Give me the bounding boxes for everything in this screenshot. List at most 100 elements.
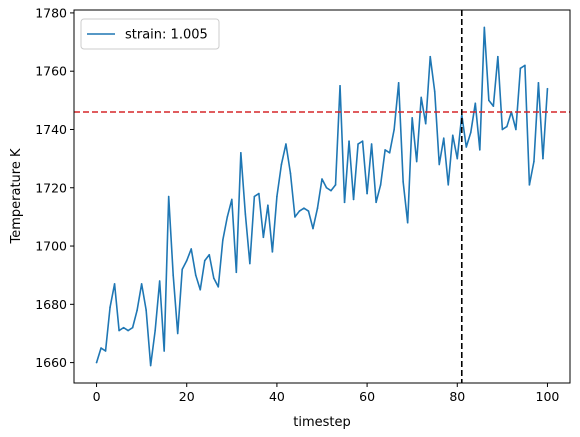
data-point bbox=[515, 128, 517, 131]
data-point bbox=[406, 221, 409, 224]
legend-box bbox=[80, 18, 220, 50]
y-tick-label: 1680 bbox=[35, 297, 67, 312]
y-tick-label: 1660 bbox=[35, 355, 67, 370]
data-point bbox=[497, 55, 499, 58]
data-point bbox=[483, 26, 486, 29]
data-point bbox=[366, 192, 368, 195]
data-point bbox=[231, 198, 233, 201]
data-point bbox=[235, 271, 238, 274]
data-point bbox=[190, 248, 193, 250]
data-point bbox=[343, 201, 346, 204]
data-point bbox=[388, 151, 391, 154]
data-point bbox=[433, 90, 436, 93]
data-point bbox=[528, 184, 531, 186]
data-point bbox=[149, 364, 152, 367]
y-tick-label: 1700 bbox=[35, 239, 67, 254]
x-axis: 0 20 40 60 80 100 bbox=[93, 383, 560, 404]
x-tick-label: 20 bbox=[179, 389, 195, 404]
data-point bbox=[167, 195, 170, 198]
y-tick-label: 1760 bbox=[35, 64, 67, 79]
data-point bbox=[118, 329, 120, 332]
data-point bbox=[208, 253, 211, 256]
data-point bbox=[307, 210, 310, 212]
data-point bbox=[285, 143, 287, 145]
data-point bbox=[280, 163, 283, 166]
data-point bbox=[492, 105, 495, 107]
data-point bbox=[533, 160, 535, 163]
data-point bbox=[348, 140, 350, 142]
x-axis-label: timestep bbox=[293, 415, 351, 430]
data-point bbox=[262, 236, 265, 239]
data-point bbox=[194, 274, 197, 276]
data-point bbox=[249, 262, 251, 265]
data-point bbox=[294, 216, 296, 218]
data-point bbox=[524, 64, 526, 67]
data-point bbox=[212, 277, 215, 279]
data-point bbox=[199, 288, 202, 291]
data-point bbox=[442, 137, 445, 140]
data-point bbox=[240, 151, 242, 154]
data-point bbox=[456, 157, 459, 160]
data-point bbox=[375, 201, 377, 204]
data-point bbox=[397, 82, 400, 84]
data-point bbox=[185, 259, 188, 262]
data-point bbox=[140, 283, 143, 285]
data-point bbox=[321, 178, 323, 180]
data-point bbox=[181, 268, 184, 271]
data-point bbox=[253, 195, 256, 198]
data-point bbox=[352, 198, 355, 201]
data-point bbox=[411, 117, 413, 119]
data-point bbox=[402, 181, 404, 183]
data-point bbox=[154, 329, 156, 332]
data-point bbox=[537, 82, 540, 84]
axes-frame bbox=[73, 9, 571, 384]
y-axis: 1660 1680 1700 1720 1740 1760 1780 bbox=[35, 5, 74, 370]
data-point bbox=[334, 184, 337, 186]
data-point bbox=[379, 184, 382, 186]
data-point bbox=[357, 143, 359, 145]
data-point bbox=[104, 350, 107, 352]
x-tick-label: 60 bbox=[359, 389, 375, 404]
data-point bbox=[488, 99, 490, 102]
data-point bbox=[172, 274, 174, 276]
data-point bbox=[122, 326, 125, 329]
data-point bbox=[136, 309, 138, 311]
data-point bbox=[158, 280, 161, 282]
data-point bbox=[303, 207, 305, 209]
data-point bbox=[267, 204, 269, 207]
data-point bbox=[316, 207, 319, 209]
data-point bbox=[384, 149, 386, 151]
data-point bbox=[506, 125, 508, 128]
plot-area bbox=[74, 10, 570, 383]
data-point bbox=[420, 96, 423, 99]
data-point bbox=[226, 216, 229, 218]
y-axis-label: Temperature K bbox=[9, 148, 24, 244]
data-point bbox=[451, 134, 454, 137]
data-point bbox=[438, 163, 441, 166]
x-tick-label: 100 bbox=[536, 389, 560, 404]
y-tick-label: 1740 bbox=[35, 122, 67, 137]
data-point bbox=[145, 309, 147, 311]
data-point bbox=[429, 55, 432, 58]
data-point bbox=[447, 184, 450, 186]
data-point bbox=[163, 350, 165, 352]
data-point bbox=[131, 326, 134, 329]
data-point bbox=[95, 361, 98, 364]
data-point bbox=[312, 227, 314, 230]
data-point bbox=[176, 332, 179, 335]
data-point bbox=[217, 286, 220, 288]
data-point bbox=[222, 239, 224, 242]
data-point bbox=[109, 306, 111, 309]
data-point bbox=[289, 172, 292, 174]
data-point bbox=[542, 157, 544, 160]
data-point bbox=[258, 192, 260, 195]
x-tick-label: 40 bbox=[269, 389, 285, 404]
data-point bbox=[519, 67, 522, 70]
y-tick-label: 1780 bbox=[35, 5, 67, 20]
data-point bbox=[424, 122, 427, 125]
y-tick-label: 1720 bbox=[35, 180, 67, 195]
data-point bbox=[415, 160, 418, 163]
data-point bbox=[361, 140, 364, 142]
